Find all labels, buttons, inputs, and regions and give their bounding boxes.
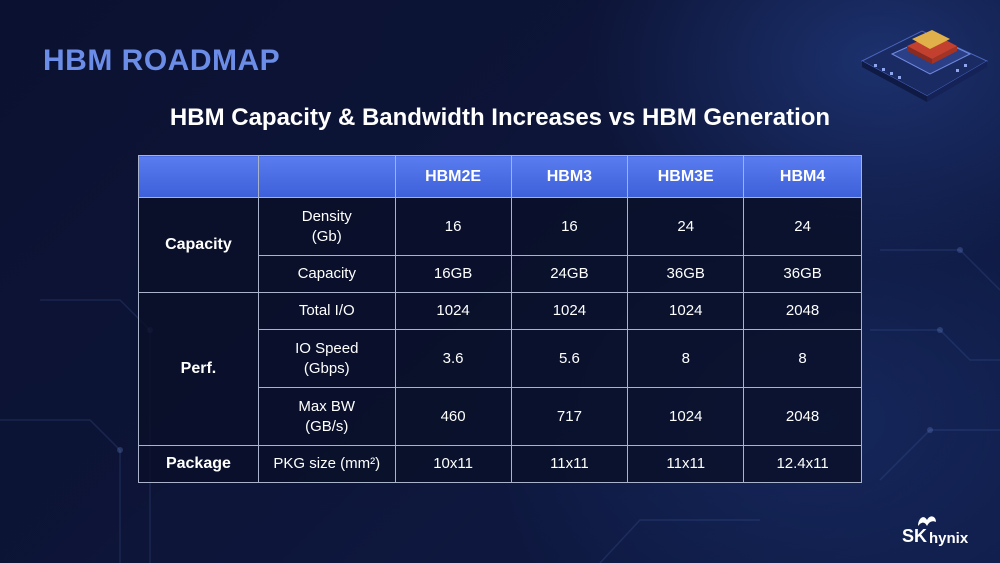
table-cell: 24 — [627, 197, 745, 256]
table-row: Max BW (GB/s) 460 717 1024 2048 — [139, 387, 862, 446]
header-cell-empty — [138, 155, 259, 198]
table-cell: 16 — [394, 197, 512, 256]
table-cell: 36GB — [627, 255, 745, 293]
table-cell: 717 — [510, 387, 629, 446]
table-header-row: HBM2E HBM3 HBM3E HBM4 — [138, 155, 862, 198]
table-cell: 36GB — [743, 255, 862, 293]
page-title: HBM ROADMAP — [43, 44, 281, 77]
metric-label: IO Speed (Gbps) — [257, 329, 396, 388]
table-cell: 12.4x11 — [743, 445, 862, 483]
table-cell: 11x11 — [627, 445, 745, 483]
header-hbm3e: HBM3E — [627, 155, 745, 198]
table-row: Capacity Density (Gb) 16 16 24 24 — [138, 197, 862, 293]
header-hbm2e: HBM2E — [394, 155, 512, 198]
table-cell: 1024 — [510, 292, 629, 330]
table-cell: 10x11 — [394, 445, 512, 483]
table-row: Capacity 16GB 24GB 36GB 36GB — [139, 255, 862, 293]
table-cell: 8 — [743, 329, 862, 388]
hbm-roadmap-table: HBM2E HBM3 HBM3E HBM4 Capacity Density (… — [138, 155, 862, 483]
group-label-perf: Perf. — [138, 292, 259, 446]
table-cell: 1024 — [627, 292, 745, 330]
table-row: IO Speed (Gbps) 3.6 5.6 8 8 — [139, 329, 862, 388]
header-cell-empty — [257, 155, 396, 198]
logo-sk-text: SK — [902, 526, 928, 546]
table-cell: 24 — [743, 197, 862, 256]
table-cell: 2048 — [743, 387, 862, 446]
table-cell: 11x11 — [510, 445, 629, 483]
table-cell: 1024 — [394, 292, 512, 330]
group-label-capacity: Capacity — [138, 197, 259, 293]
hbm-chip-graphic — [860, 30, 989, 102]
table-cell: 8 — [627, 329, 745, 388]
header-hbm3: HBM3 — [510, 155, 629, 198]
table-row: Package PKG size (mm²) 10x11 11x11 11x11… — [138, 445, 862, 483]
sk-hynix-logo: SK hynix — [902, 512, 982, 548]
table-cell: 16 — [510, 197, 629, 256]
table-cell: 24GB — [510, 255, 629, 293]
metric-label: Total I/O — [257, 292, 396, 330]
logo-hynix-text: hynix — [929, 530, 969, 547]
butterfly-logo-icon — [918, 516, 936, 526]
group-label-package: Package — [138, 445, 259, 483]
metric-label: Density (Gb) — [257, 197, 396, 256]
table-cell: 5.6 — [510, 329, 629, 388]
metric-label: Max BW (GB/s) — [257, 387, 396, 446]
metric-label: PKG size (mm²) — [257, 445, 396, 483]
table-cell: 3.6 — [394, 329, 512, 388]
header-hbm4: HBM4 — [743, 155, 862, 198]
slide-subtitle: HBM Capacity & Bandwidth Increases vs HB… — [169, 104, 831, 131]
table-cell: 16GB — [394, 255, 512, 293]
table-row: Perf. Total I/O 1024 1024 1024 2048 — [138, 292, 862, 446]
table-cell: 2048 — [743, 292, 862, 330]
metric-label: Capacity — [257, 255, 396, 293]
table-cell: 460 — [394, 387, 512, 446]
table-cell: 1024 — [627, 387, 745, 446]
